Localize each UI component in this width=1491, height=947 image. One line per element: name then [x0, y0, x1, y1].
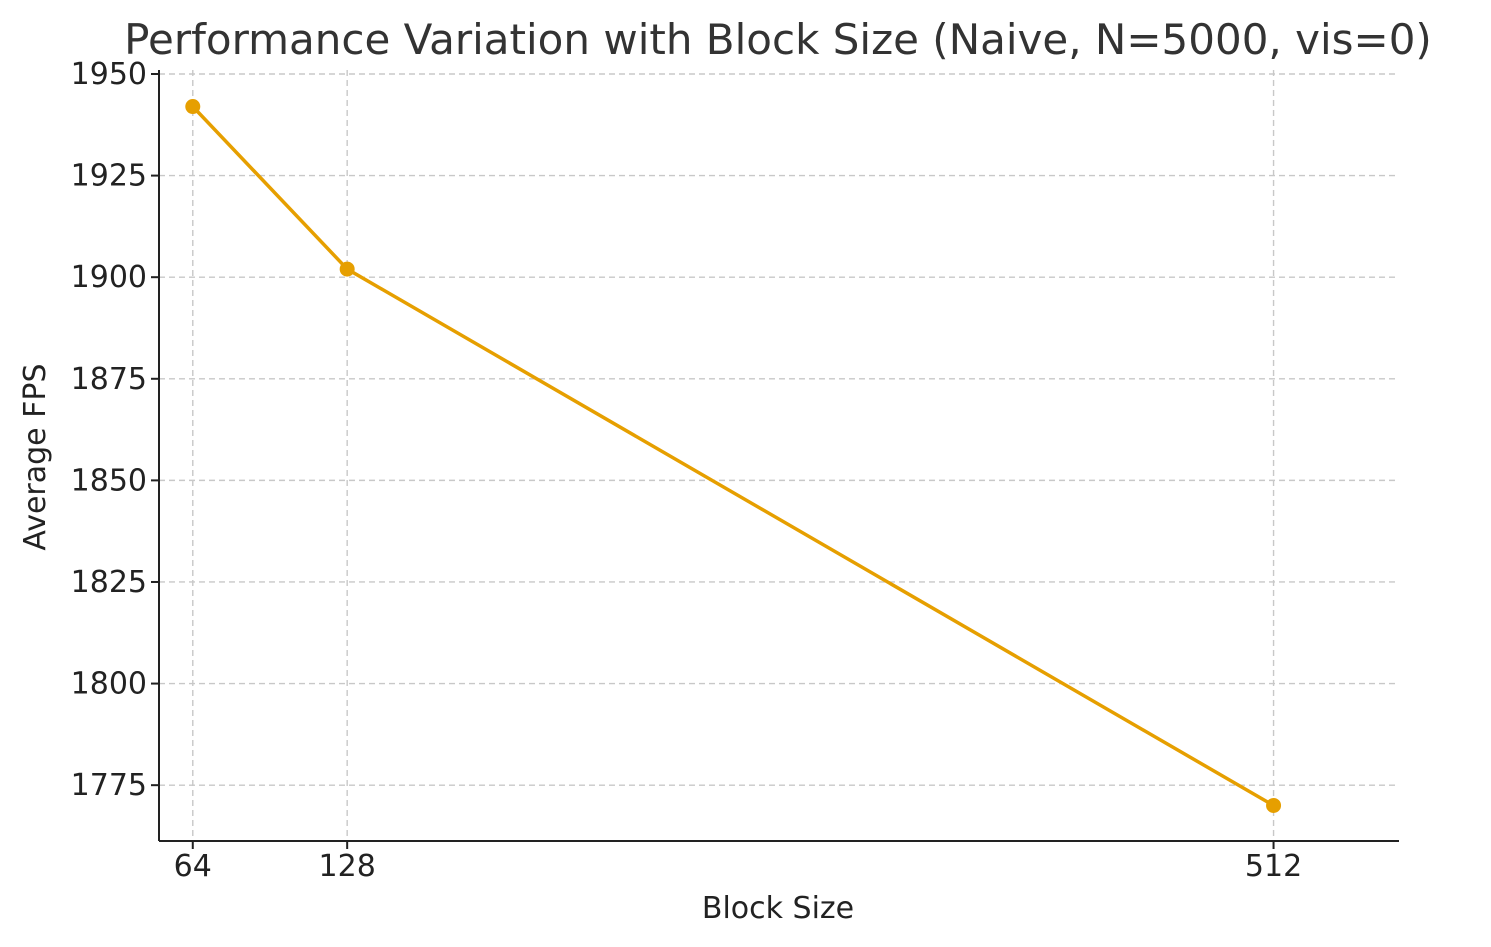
y-tick-label: 1800 [71, 667, 147, 702]
y-tick-label: 1775 [71, 768, 147, 803]
x-tick-label: 64 [174, 849, 212, 884]
x-tick-label: 128 [319, 849, 376, 884]
y-tick-label: 1950 [71, 57, 147, 92]
y-tick-label: 1850 [71, 463, 147, 498]
data-point [1266, 797, 1282, 813]
y-tick-label: 1875 [71, 362, 147, 397]
y-tick-label: 1900 [71, 260, 147, 295]
y-tick-label: 1825 [71, 565, 147, 600]
x-tick-label: 512 [1245, 849, 1302, 884]
x-axis-label: Block Size [702, 891, 854, 926]
ticks: 1775 1800 1825 1850 1875 1900 1925 1950 64 128 512 [71, 57, 1303, 884]
chart-title: Performance Variation with Block Size (N… [124, 15, 1432, 64]
grid [159, 70, 1399, 841]
data-point [185, 99, 201, 115]
y-tick-label: 1925 [71, 159, 147, 194]
y-axis-label: Average FPS [18, 363, 53, 550]
series-line [191, 105, 1275, 808]
series [185, 99, 1282, 813]
data-point [339, 261, 355, 277]
